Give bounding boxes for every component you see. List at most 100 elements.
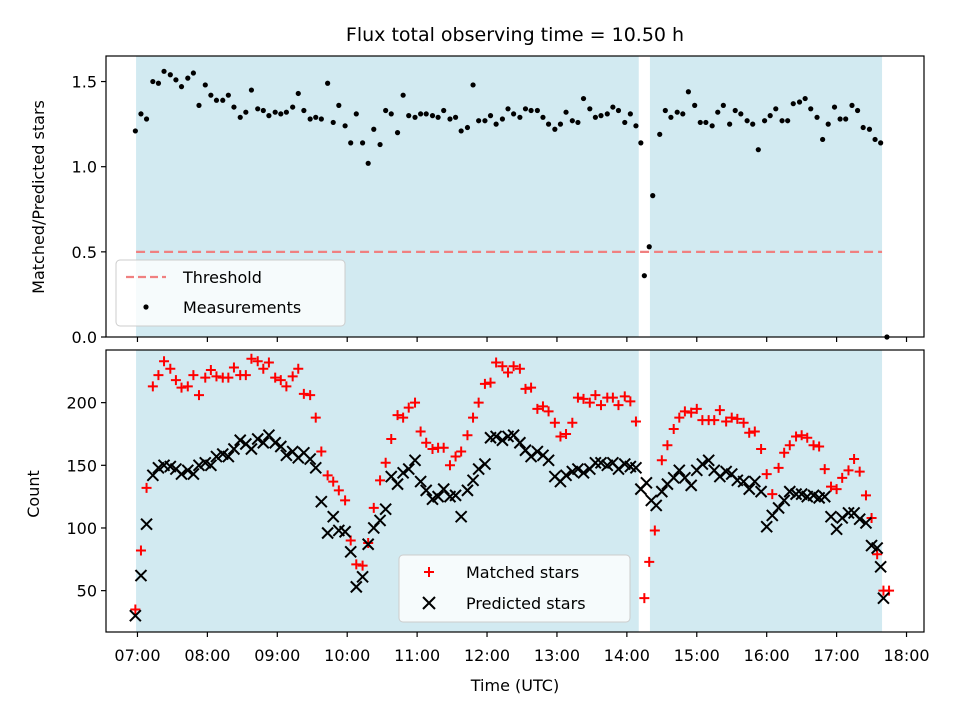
matched-star-point	[357, 560, 368, 571]
matched-star-point	[340, 495, 351, 506]
matched-star-point	[182, 381, 193, 392]
predicted-star-point	[315, 495, 328, 508]
measurement-point	[161, 68, 167, 74]
x-tick-label: 12:00	[464, 646, 510, 665]
measurement-point	[248, 87, 255, 93]
measurement-point	[260, 107, 266, 114]
measurement-point	[511, 111, 517, 117]
predicted-star-point	[222, 450, 235, 463]
predicted-star-point	[489, 430, 503, 443]
count-y-ticks: 50 100 150 200	[66, 394, 106, 601]
predicted-star-point	[140, 518, 153, 531]
measurement-point	[814, 114, 820, 120]
measurement-point	[301, 107, 307, 114]
matched-star-point	[761, 469, 772, 480]
measurement-point	[622, 119, 628, 126]
matched-star-point	[567, 417, 578, 428]
matched-star-point	[814, 441, 825, 452]
x-tick-label: 08:00	[184, 646, 230, 665]
matched-star-point	[607, 392, 618, 403]
matched-star-point	[468, 412, 479, 423]
matched-star-point	[802, 432, 813, 443]
predicted-star-point	[673, 464, 686, 477]
predicted-star-point	[571, 462, 585, 476]
measurement-point	[487, 113, 494, 119]
measurement-point	[283, 109, 289, 115]
predicted-star-point	[338, 525, 352, 538]
measurement-point	[178, 84, 185, 90]
measurement-point	[552, 126, 558, 132]
matched-star-point	[714, 405, 725, 416]
measurement-point	[290, 104, 296, 110]
measurements-legend-label: Measurements	[183, 298, 301, 317]
predicted-star-point	[303, 452, 317, 466]
predicted-star-point	[449, 489, 462, 502]
measurement-point	[458, 128, 464, 134]
threshold-legend-label: Threshold	[182, 268, 262, 287]
predicted-star-point	[350, 580, 363, 594]
matched-star-point	[322, 470, 333, 481]
y-tick-label: 0.5	[72, 243, 97, 262]
matched-star-point	[584, 397, 595, 408]
predicted-star-point	[414, 475, 427, 488]
matched-star-point	[345, 535, 356, 546]
predicted-star-point	[146, 469, 160, 482]
measurement-point	[872, 136, 878, 143]
matched-star-point	[153, 370, 164, 381]
ratio-y-axis-label: Matched/Predicted stars	[29, 100, 48, 294]
matched-star-point	[639, 593, 650, 604]
measurement-point	[225, 92, 231, 98]
matched-star-point	[281, 381, 292, 392]
predicted-legend-swatch	[422, 596, 436, 610]
measurement-point	[592, 114, 599, 120]
measurement-point	[493, 121, 499, 127]
measurement-point	[785, 118, 791, 124]
predicted-star-point	[431, 490, 445, 503]
measurement-point	[522, 106, 529, 112]
x-tick-label: 14:00	[604, 646, 650, 665]
measurement-point	[138, 111, 144, 117]
predicted-star-point	[594, 456, 608, 470]
matched-star-point	[176, 382, 187, 393]
predicted-star-point	[577, 466, 590, 480]
predicted-star-point	[420, 484, 433, 497]
measurement-point	[866, 126, 873, 132]
matched-star-point	[649, 525, 660, 536]
measurement-point	[272, 109, 278, 115]
predicted-star-point	[280, 449, 293, 462]
measurement-point	[831, 104, 838, 110]
measurement-point	[353, 111, 359, 117]
predicted-star-point	[874, 560, 887, 574]
matched-star-point	[872, 549, 883, 560]
predicted-star-point	[760, 520, 773, 533]
measurement-point	[825, 121, 831, 127]
measurement-point	[412, 114, 418, 120]
matched-star-point	[211, 371, 222, 382]
count-axes-frame	[105, 349, 925, 633]
matched-star-point	[188, 370, 199, 381]
measurement-point	[808, 106, 814, 112]
matched-star-point	[849, 454, 860, 465]
measurement-point	[727, 121, 733, 127]
measurement-point	[575, 119, 581, 126]
matched-star-point	[375, 475, 386, 486]
predicted-star-point	[204, 459, 218, 472]
predicted-star-point	[842, 506, 855, 520]
x-tick-label: 16:00	[744, 646, 790, 665]
measurement-point	[202, 82, 208, 88]
observing-window-band	[649, 56, 883, 337]
measurement-point	[790, 101, 796, 107]
measurement-point	[400, 92, 406, 98]
measurement-point	[563, 109, 569, 115]
matched-star-point	[578, 393, 589, 404]
matched-star-point	[403, 402, 414, 413]
predicted-star-point	[877, 591, 890, 605]
measurement-point	[213, 97, 220, 103]
measurement-point	[709, 123, 715, 129]
predicted-star-point	[210, 450, 223, 463]
matched-star-point	[686, 407, 697, 418]
matched-star-point	[831, 484, 842, 495]
measurement-point	[646, 244, 652, 250]
measurement-point	[534, 107, 540, 114]
